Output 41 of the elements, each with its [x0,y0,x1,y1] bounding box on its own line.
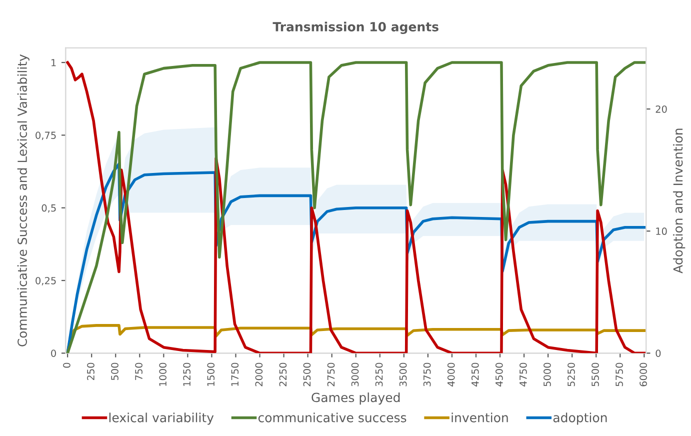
x-tick-label: 2750 [327,362,335,386]
x-tick-label: 3250 [375,362,383,386]
x-tick-label: 3000 [351,362,359,386]
x-tick-label: 4750 [520,362,527,386]
legend-label: lexical variability [109,412,214,425]
y2-tick-label: 20 [656,105,667,113]
y2-tick-label: 0 [656,350,661,357]
x-tick-label: 2500 [303,362,311,386]
y-tick-label: 0,25 [36,276,56,286]
y-tick-label: 0,75 [36,132,56,140]
x-tick-label: 2250 [279,362,287,386]
x-tick-label: 3750 [423,362,431,386]
x-tick-label: 5750 [616,362,623,386]
x-tick-label: 1750 [231,362,239,386]
x-tick-label: 1500 [207,362,215,386]
x-tick-label: 5250 [568,362,575,386]
y-tick-label: 0,5 [42,204,56,213]
chart-title: Transmission 10 agents [272,22,438,34]
y-tick-label: 0 [51,350,56,357]
x-tick-label: 750 [135,362,142,380]
y-axis-title: Communicative Success and Lexical Variability [17,54,30,346]
x-tick-label: 250 [87,362,94,380]
x-tick-label: 5000 [544,362,551,386]
legend-label: communicative success [258,412,406,422]
x-tick-label: 3500 [399,362,407,386]
legend-label: invention [452,412,508,422]
y2-axis-title: Adoption and Invention [673,128,686,274]
x-tick-label: 4500 [495,362,503,386]
x-tick-label: 2000 [255,362,263,386]
x-tick-label: 4250 [471,362,479,386]
x-tick-label: 0 [63,362,70,368]
x-tick-label: 1000 [159,362,166,386]
x-tick-label: 500 [111,362,118,380]
x-tick-label: 1250 [183,362,191,386]
y2-tick-label: 10 [656,228,667,235]
x-axis-title: Games played [312,392,400,405]
legend-label: adoption [553,412,607,425]
x-tick-label: 5500 [592,362,599,386]
x-tick-label: 4000 [447,362,455,386]
y-tick-label: 1 [52,59,56,66]
x-tick-label: 6000 [640,362,647,386]
